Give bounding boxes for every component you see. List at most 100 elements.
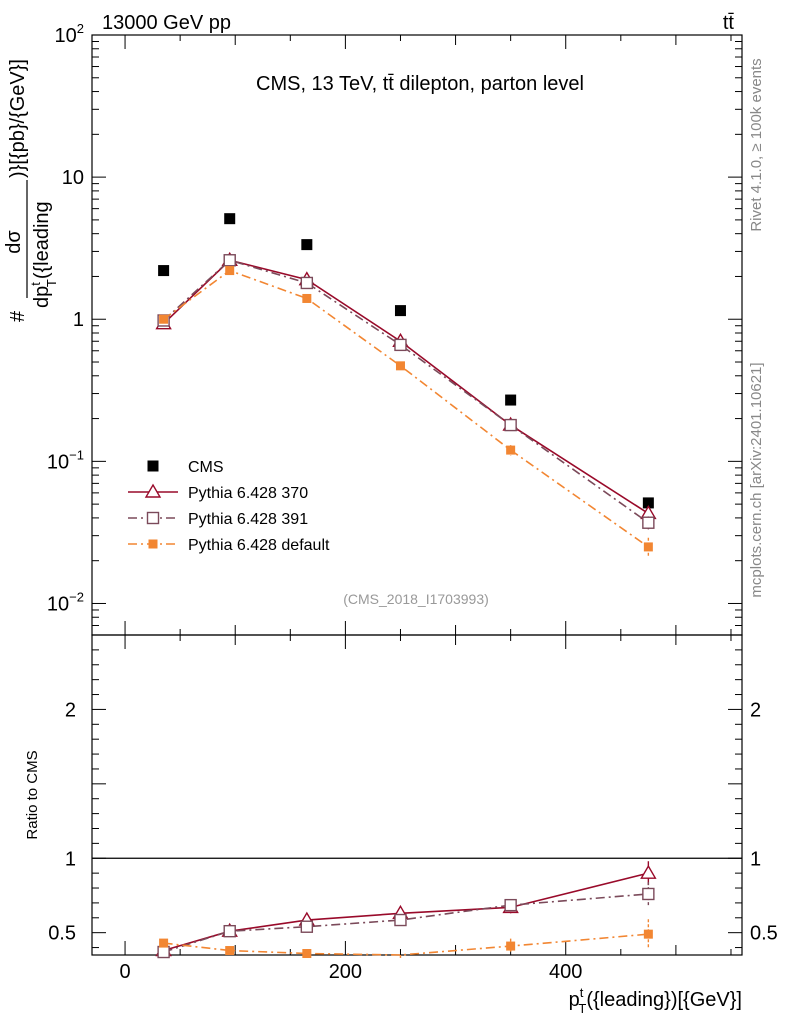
y-label-den-rest: ({leading [31, 201, 53, 279]
y-label-den-p: dp [31, 286, 53, 308]
x-label-rest: ({leading})[{GeV}] [586, 989, 742, 1011]
data-point [504, 418, 517, 432]
energy-label: 13000 GeV pp [102, 12, 231, 34]
ratio-y-tick-label: 2 [65, 699, 76, 721]
data-point [643, 929, 653, 939]
analysis-watermark: (CMS_2018_I1703993) [343, 591, 489, 607]
x-tick-label: 400 [549, 961, 582, 983]
series-line [163, 259, 649, 515]
data-point [300, 920, 314, 933]
data-point [300, 276, 314, 290]
data-point [394, 913, 407, 927]
data-point [157, 945, 170, 959]
series-pythia-6-428-default [159, 266, 653, 558]
data-point [159, 314, 169, 324]
process-label: tt̄ [723, 12, 735, 34]
legend-label: Pythia 6.428 default [188, 537, 330, 554]
legend-marker [146, 511, 160, 525]
y-tick-label: 10−1 [47, 447, 84, 473]
ratio-y-tick-label-right: 1 [750, 848, 761, 870]
y-label-den-sub: T [44, 279, 59, 287]
data-point [158, 265, 170, 277]
data-point [642, 497, 654, 509]
legend-label: Pythia 6.428 370 [188, 485, 308, 502]
data-point [643, 542, 653, 552]
data-point [642, 516, 655, 529]
y-tick-label: 102 [55, 21, 84, 47]
series-pythia-6-428-391 [157, 254, 655, 530]
y-axis-label: # dσ dptT({leading )}[{pb}/{GeV}] [3, 59, 59, 322]
legend-marker [147, 460, 159, 472]
y-tick-label: 1 [73, 309, 84, 331]
ratio-frame [91, 634, 743, 956]
y-tick-base: 10 [47, 593, 69, 615]
ratio-y-label: Ratio to CMS [24, 750, 41, 839]
legend-entry: CMS [147, 459, 224, 476]
ratio-series [155, 861, 657, 959]
data-point [223, 254, 236, 267]
y-tick-exponent: 2 [77, 21, 84, 36]
ratio-panel: 0.5 0.5 1 1 2 2 Ratio to CMS [24, 634, 778, 959]
series-line [163, 269, 649, 548]
ratio-y-tick-label: 0.5 [48, 923, 76, 945]
y-tick-exponent: −1 [69, 447, 84, 462]
data-point [642, 887, 655, 901]
y-tick-base: 10 [47, 451, 69, 473]
series-pythia-6-428-370 [155, 861, 657, 957]
x-label-p: p [569, 989, 580, 1011]
data-point [505, 394, 517, 406]
legend-marker [148, 539, 158, 549]
y-label-hash: # [7, 310, 29, 322]
legend-label: CMS [188, 459, 224, 476]
data-point [224, 213, 236, 225]
x-tick-label: 200 [329, 961, 362, 983]
x-label-sub: T [578, 1001, 586, 1016]
y-label-numerator: dσ [3, 230, 25, 254]
series-cms [158, 213, 654, 509]
data-point [302, 293, 312, 303]
y-label-denominator: dptT({leading [28, 201, 59, 308]
data-point [159, 938, 169, 948]
data-point [506, 941, 516, 951]
series-pythia-6-428-391 [157, 882, 655, 959]
ratio-ticks: 0.5 0.5 1 1 2 2 [48, 649, 778, 949]
data-point [395, 361, 405, 371]
main-title: CMS, 13 TeV, tt̄ dilepton, parton level [256, 73, 584, 95]
legend-entry: Pythia 6.428 default [128, 537, 330, 554]
data-point [223, 924, 236, 938]
x-label-sup: t [580, 985, 584, 1000]
y-label-den-sup: t [28, 282, 43, 286]
ratio-y-tick-label-right: 2 [750, 699, 761, 721]
y-tick-base: 10 [55, 25, 77, 47]
series-line [163, 872, 649, 952]
series-line [163, 259, 649, 524]
rivet-label: Rivet 4.1.0, ≥ 100k events [748, 58, 765, 231]
data-point [225, 266, 235, 276]
main-series [155, 213, 657, 558]
legend-entry: Pythia 6.428 391 [128, 511, 308, 528]
y-tick-label: 10 [62, 167, 84, 189]
data-point [394, 305, 406, 317]
y-label-tail: )}[{pb}/{GeV}] [7, 59, 29, 178]
mcplots-label: mcplots.cern.ch [arXiv:2401.10621] [748, 362, 765, 597]
series-line [163, 933, 649, 956]
series-line [163, 893, 649, 953]
data-point [302, 949, 312, 959]
series-pythia-6-428-370 [155, 251, 657, 520]
ratio-y-tick-label: 1 [65, 848, 76, 870]
y-tick-label: 10−2 [47, 589, 84, 615]
legend-entry: Pythia 6.428 370 [128, 483, 308, 502]
data-point [504, 898, 517, 912]
ratio-y-tick-label-right: 0.5 [750, 923, 778, 945]
data-point [301, 239, 313, 251]
legend: CMS Pythia 6.428 370 Pythia 6.428 391 Pythi… [128, 459, 330, 554]
data-point [640, 864, 657, 879]
legend-marker [144, 483, 162, 498]
data-point [225, 946, 235, 956]
data-point [506, 445, 516, 455]
data-point [394, 338, 407, 352]
y-tick-base: 10 [62, 167, 84, 189]
